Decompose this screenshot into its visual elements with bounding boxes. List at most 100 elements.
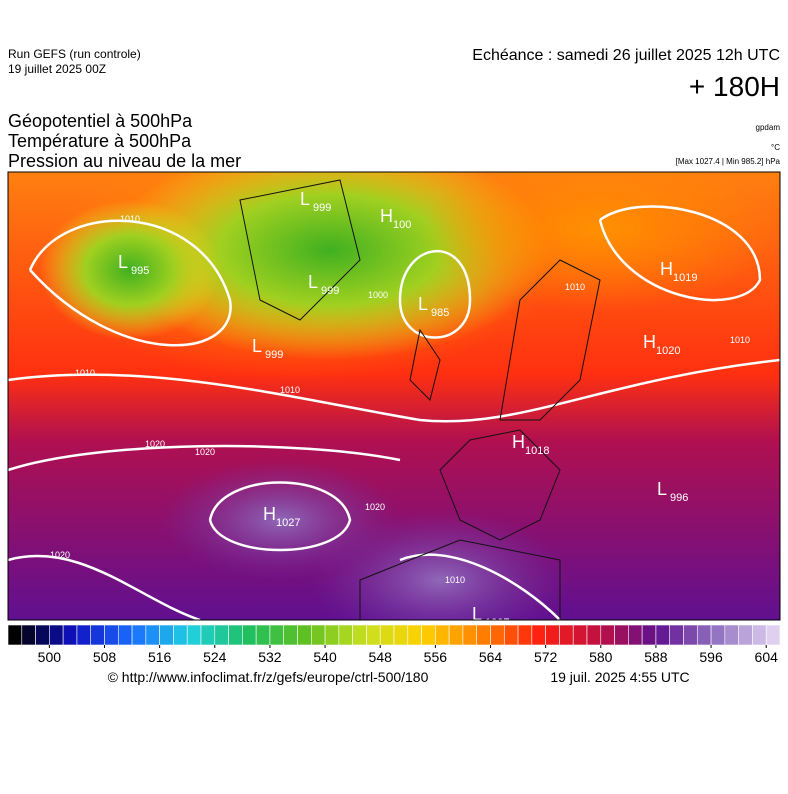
isobar-label: 1020 [195, 447, 215, 457]
colorbar-swatch [379, 624, 395, 646]
isobar-label: 1020 [145, 439, 165, 449]
colorbar-swatch [104, 624, 119, 646]
center-value: 1007 [485, 617, 509, 629]
echeance: Echéance : samedi 26 juillet 2025 12h UT… [472, 47, 780, 64]
colorbar-swatch [669, 624, 684, 646]
colorbar-swatch [90, 624, 105, 646]
colorbar-swatch [7, 624, 23, 646]
isobar-label: 1010 [730, 335, 750, 345]
colorbar-tick-label: 556 [424, 649, 448, 665]
center-value: 1020 [656, 345, 680, 357]
colorbar-swatch [200, 624, 216, 646]
center-kind: H [660, 259, 673, 279]
center-value: 1019 [673, 272, 697, 284]
colorbar-swatch [421, 624, 436, 646]
colorbar-swatch [283, 624, 298, 646]
center-kind: L [472, 604, 482, 624]
colorbar-swatch [517, 624, 533, 646]
colorbar-swatch [724, 624, 739, 646]
colorbar-swatch [407, 624, 422, 646]
colorbar-swatch [338, 624, 353, 646]
colorbar-tick-label: 540 [313, 649, 337, 665]
colorbar-swatch [614, 624, 629, 646]
isobar-label: 1020 [50, 550, 70, 560]
center-value: 985 [431, 307, 449, 319]
colorbar-swatch [710, 624, 726, 646]
center-kind: L [657, 479, 667, 499]
colorbar-swatch [159, 624, 174, 646]
source-url: © http://www.infoclimat.fr/z/gefs/europe… [108, 669, 429, 685]
lead-time: + 180H [689, 71, 780, 102]
colorbar-swatch [696, 624, 712, 646]
colorbar-swatch [366, 624, 381, 646]
colorbar-swatch [131, 624, 147, 646]
isobar-label: 1010 [280, 385, 300, 395]
colorbar-swatch [352, 624, 367, 646]
colorbar-swatch [117, 624, 133, 646]
issue-time: 19 juil. 2025 4:55 UTC [550, 669, 689, 685]
colorbar-swatch [242, 624, 257, 646]
colorbar-swatch [655, 624, 671, 646]
colorbar-swatch [228, 624, 243, 646]
center-kind: L [418, 294, 428, 314]
colorbar-tick-label: 508 [93, 649, 117, 665]
colorbar-swatch [297, 624, 312, 646]
colorbar-tick-label: 548 [369, 649, 393, 665]
colorbar-swatch [490, 624, 505, 646]
colorbar-swatch [545, 624, 560, 646]
colorbar-tick-label: 524 [203, 649, 227, 665]
colorbar-tick-label: 516 [148, 649, 172, 665]
field-name: Température à 500hPa [8, 131, 192, 151]
colorbar-swatch [62, 624, 78, 646]
colorbar-swatch [531, 624, 546, 646]
colorbar-swatch [448, 624, 464, 646]
colorbar-tick-label: 580 [589, 649, 613, 665]
map-frame [7, 171, 781, 621]
colorbar-tick-label: 500 [38, 649, 62, 665]
colorbar-swatch [476, 624, 491, 646]
colorbar-swatch [462, 624, 478, 646]
center-kind: L [118, 252, 128, 272]
center-kind: H [263, 504, 276, 524]
unit: °C [771, 143, 780, 152]
colorbar-swatch [310, 624, 326, 646]
center-value: 100 [393, 219, 411, 231]
colorbar-swatch [76, 624, 92, 646]
isobar-label: 1020 [365, 502, 385, 512]
center-kind: L [308, 272, 318, 292]
center-value: 1018 [525, 445, 549, 457]
colorbar-swatch [641, 624, 657, 646]
colorbar-swatch [393, 624, 409, 646]
colorbar-tick-label: 532 [258, 649, 282, 665]
colorbar-tick-label: 604 [755, 649, 779, 665]
colorbar-swatch [600, 624, 615, 646]
colorbar-swatch [628, 624, 643, 646]
center-kind: L [252, 336, 262, 356]
colorbar-swatch [269, 624, 285, 646]
colorbar-swatch [21, 624, 36, 646]
colorbar-swatch [738, 624, 753, 646]
colorbar-swatch [35, 624, 50, 646]
center-value: 996 [670, 492, 688, 504]
center-value: 995 [131, 265, 149, 277]
colorbar-swatch [683, 624, 698, 646]
colorbar-swatch [435, 624, 450, 646]
colorbar-swatch [49, 624, 64, 646]
colorbar-tick-label: 564 [479, 649, 503, 665]
center-kind: H [512, 432, 525, 452]
center-value: 1027 [276, 517, 300, 529]
run-label: Run GEFS (run controle) [8, 47, 141, 61]
isobar-label: 1000 [368, 290, 388, 300]
center-kind: H [643, 332, 656, 352]
colorbar-swatch [572, 624, 588, 646]
colorbar-swatch [559, 624, 574, 646]
colorbar-swatch [186, 624, 202, 646]
colorbar-swatch [173, 624, 188, 646]
colorbar-swatch [255, 624, 271, 646]
isobar-label: 1010 [445, 575, 465, 585]
colorbar-swatch [145, 624, 160, 646]
center-value: 999 [313, 202, 331, 214]
unit: [Max 1027.4 | Min 985.2] hPa [676, 157, 781, 166]
